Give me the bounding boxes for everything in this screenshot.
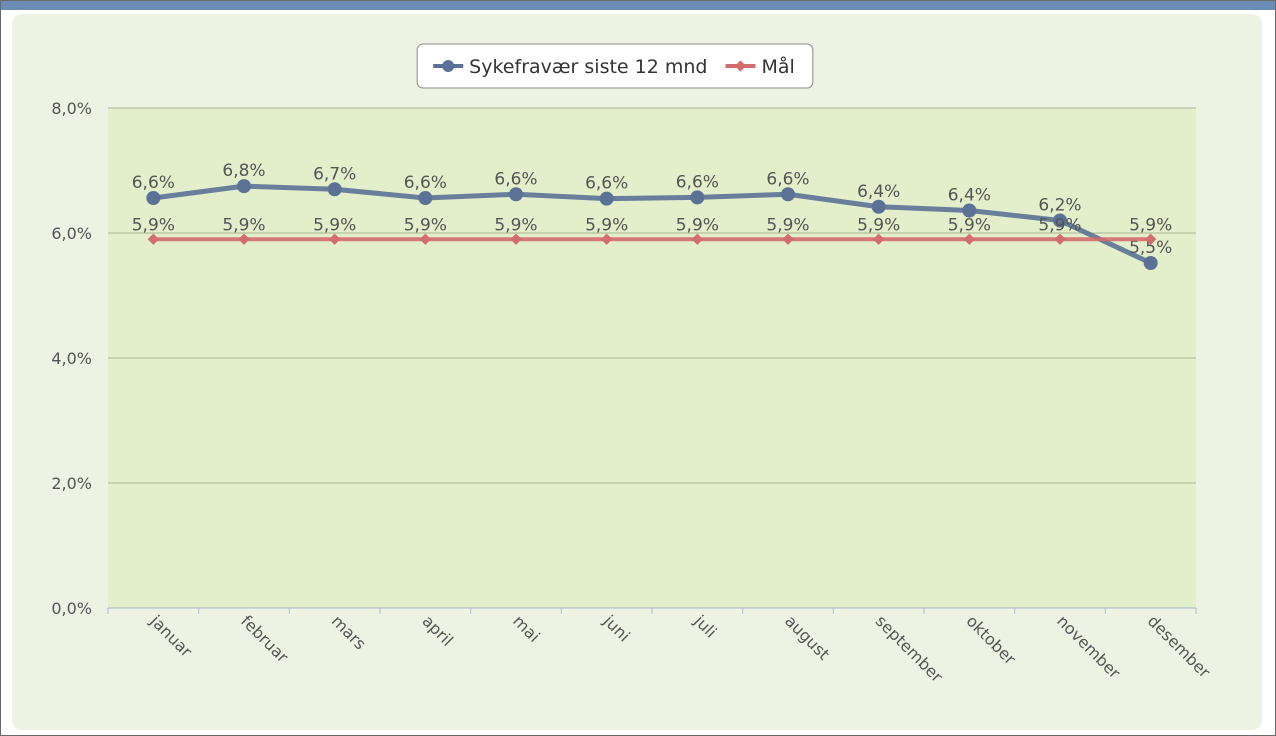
- data-label: 6,2%: [1038, 196, 1081, 216]
- data-label: 6,4%: [948, 186, 991, 206]
- legend-label: Sykefravær siste 12 mnd: [469, 56, 707, 78]
- series-line: [153, 183, 1152, 266]
- data-label: 5,9%: [132, 215, 175, 235]
- data-point: [782, 233, 794, 245]
- data-label: 5,5%: [1129, 238, 1172, 258]
- data-point: [601, 233, 613, 245]
- data-label: 5,9%: [1038, 215, 1081, 235]
- data-label: 5,9%: [948, 215, 991, 235]
- data-label: 5,9%: [585, 215, 628, 235]
- y-tick-label: 2,0%: [51, 474, 92, 493]
- y-tick-label: 6,0%: [51, 224, 92, 243]
- data-point: [871, 199, 886, 214]
- data-label: 5,9%: [766, 215, 809, 235]
- data-point: [146, 191, 161, 205]
- data-point: [1054, 233, 1066, 245]
- data-label: 6,6%: [676, 172, 719, 192]
- y-tick-label: 0,0%: [51, 599, 92, 618]
- data-label: 5,9%: [222, 215, 265, 235]
- legend-box: [416, 43, 814, 89]
- data-point: [510, 233, 522, 245]
- data-label: 5,9%: [676, 215, 719, 235]
- data-point: [962, 203, 977, 218]
- data-point: [599, 191, 614, 206]
- data-point: [1145, 233, 1157, 245]
- data-label: 5,9%: [1129, 215, 1172, 235]
- data-point: [237, 179, 251, 194]
- data-point: [509, 187, 523, 202]
- data-label: 5,9%: [857, 215, 900, 235]
- y-tick-label: 4,0%: [51, 349, 92, 368]
- data-point: [873, 233, 885, 245]
- data-label: 6,7%: [313, 164, 356, 184]
- data-point: [327, 182, 342, 197]
- title-bar: [0, 0, 1276, 10]
- data-label: 6,6%: [494, 169, 537, 189]
- data-label: 6,6%: [585, 174, 628, 194]
- data-point: [781, 187, 795, 202]
- data-point: [419, 233, 431, 245]
- data-label: 6,6%: [132, 173, 175, 193]
- data-label: 6,6%: [404, 173, 447, 193]
- data-point: [418, 191, 433, 205]
- data-point: [329, 233, 341, 245]
- data-point: [147, 233, 159, 245]
- data-point: [1053, 213, 1067, 228]
- data-label: 6,4%: [857, 182, 900, 202]
- legend-label: Mål: [761, 55, 794, 78]
- data-label: 6,8%: [222, 161, 265, 181]
- data-point: [963, 233, 975, 245]
- data-point: [691, 233, 703, 245]
- y-tick-label: 8,0%: [51, 99, 92, 118]
- data-point: [238, 233, 250, 245]
- data-label: 5,9%: [494, 215, 537, 235]
- legend: Sykefravær siste 12 mnd Mål: [416, 43, 814, 89]
- data-label: 5,9%: [313, 215, 356, 235]
- data-label: 6,6%: [766, 169, 809, 189]
- data-label: 5,9%: [404, 215, 447, 235]
- legend-swatch-marker: [442, 60, 455, 72]
- data-point: [690, 190, 705, 205]
- data-point: [1143, 256, 1158, 270]
